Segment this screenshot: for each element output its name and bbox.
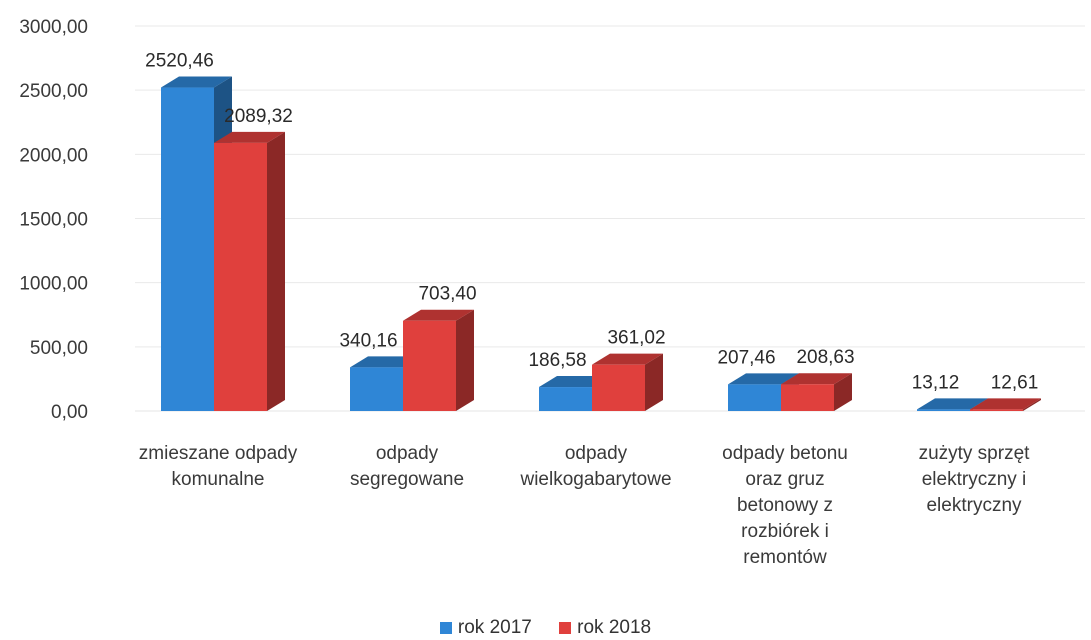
y-tick-label: 2000,00 (19, 145, 88, 166)
y-tick-label: 2500,00 (19, 81, 88, 102)
legend-label-2017: rok 2017 (457, 617, 532, 638)
category-label: odpady betonu oraz gruz betonowy z rozbióre… (722, 443, 848, 568)
data-label: 2520,46 (145, 51, 214, 72)
data-label: 13,12 (912, 372, 960, 393)
legend-item-2017: rok 2017 (439, 617, 532, 639)
data-label: 208,63 (796, 347, 854, 368)
bar (970, 409, 1023, 411)
y-tick-label: 500,00 (30, 338, 88, 359)
category-label: zużyty sprzęt elektryczny i elektryczny (918, 443, 1030, 516)
bar (539, 387, 592, 411)
y-tick-label: 3000,00 (19, 17, 88, 38)
bar-side (834, 373, 852, 411)
data-label: 361,02 (607, 328, 665, 349)
y-tick-label: 0,00 (51, 402, 88, 423)
bar (403, 320, 456, 411)
data-label: 703,40 (418, 284, 476, 305)
data-label: 12,61 (991, 372, 1039, 393)
bar-side (267, 131, 285, 411)
bar (781, 384, 834, 411)
bar-side (645, 353, 663, 411)
category-label: odpady wielkogabarytowe (520, 443, 672, 490)
legend: rok 2017 rok 2018 (0, 617, 1091, 640)
bar (161, 87, 214, 412)
category-axis-labels: zmieszane odpady komunalne odpady segregowa… (0, 441, 1091, 591)
bar (350, 367, 403, 411)
bar-top (214, 131, 285, 143)
data-label: 340,16 (339, 330, 397, 351)
bar-side (456, 309, 474, 411)
y-tick-label: 1500,00 (19, 210, 88, 231)
data-label: 186,58 (528, 350, 586, 371)
bar (592, 364, 645, 411)
category-label: odpady segregowane (349, 443, 465, 490)
bar-top (728, 373, 799, 385)
bar-side (1023, 398, 1041, 411)
legend-item-2018: rok 2018 (559, 617, 651, 639)
bar (917, 409, 970, 411)
y-tick-label: 1000,00 (19, 274, 88, 295)
bar-top (161, 76, 232, 88)
bar-top (592, 353, 663, 365)
data-label: 2089,32 (224, 106, 293, 127)
bar-top (970, 398, 1041, 410)
bar-top (917, 398, 988, 410)
data-label: 207,46 (717, 347, 775, 368)
category-label: zmieszane odpady komunalne (138, 443, 298, 490)
legend-swatch-2017 (439, 622, 452, 634)
bar-top (781, 373, 852, 385)
bar-top (403, 309, 474, 321)
legend-label-2018: rok 2018 (577, 617, 652, 638)
bar (728, 384, 781, 411)
bar (214, 142, 267, 411)
legend-swatch-2018 (559, 622, 572, 634)
